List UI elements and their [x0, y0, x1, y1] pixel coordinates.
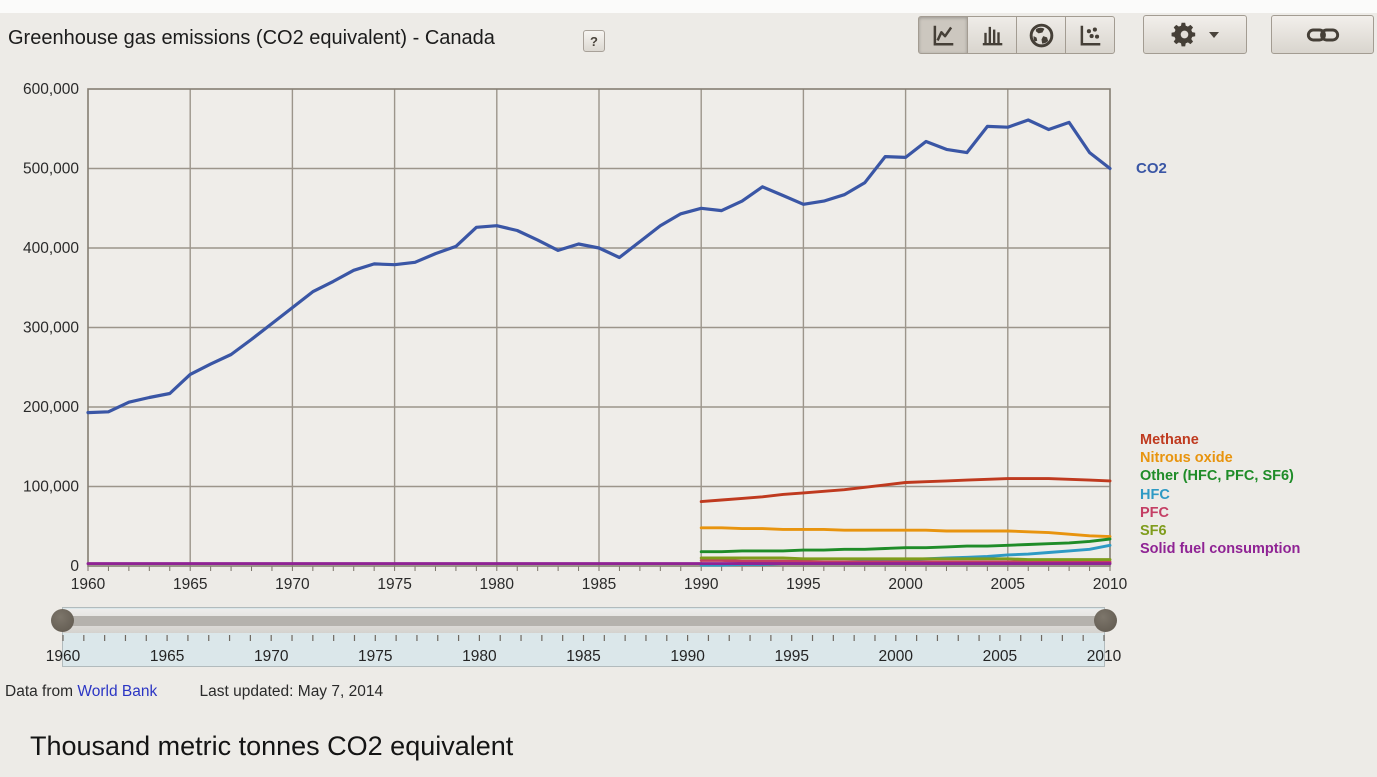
- data-source-prefix: Data from: [5, 683, 74, 700]
- slider-handle-left[interactable]: [51, 609, 74, 632]
- slider-handle-right[interactable]: [1094, 609, 1117, 632]
- x-tick-label: 1985: [582, 576, 616, 593]
- slider-track-bar: [63, 616, 1104, 626]
- slider-tick-scale: 1960 1965 1970 1975 1980 1985 1990 1995 2000 2005…: [46, 635, 1122, 665]
- series-line-nitrous-oxide[interactable]: [699, 526, 1112, 539]
- chevron-down-icon: [1209, 31, 1219, 38]
- gear-icon: [1171, 22, 1196, 47]
- slider-year-label: 2000: [879, 648, 914, 665]
- legend-item-nitrous-oxide[interactable]: Nitrous oxide: [1140, 450, 1233, 467]
- scatter-icon: [1080, 25, 1101, 46]
- slider-year-label: 1965: [150, 648, 184, 665]
- x-tick-label: 1965: [173, 576, 207, 593]
- y-tick-label: 100,000: [23, 479, 79, 496]
- x-tick-label: 2005: [991, 576, 1025, 593]
- x-tick-label: 2010: [1093, 576, 1128, 593]
- x-tick-label: 1990: [684, 576, 719, 593]
- slider-year-label: 1970: [254, 648, 289, 665]
- slider-track[interactable]: [63, 609, 1104, 633]
- series-line-methane[interactable]: [699, 477, 1112, 504]
- series-line-other-hfc-pfc-sf6[interactable]: [699, 537, 1112, 554]
- x-tick-label: 2000: [888, 576, 923, 593]
- scatter-chart-button[interactable]: [1065, 16, 1115, 54]
- series-label-co2[interactable]: CO2: [1136, 160, 1167, 177]
- page-title: Greenhouse gas emissions (CO2 equivalent…: [8, 27, 495, 49]
- link-icon: [1306, 28, 1339, 41]
- slider-year-label: 2005: [983, 648, 1017, 665]
- y-tick-label: 200,000: [23, 399, 79, 416]
- last-updated-text: Last updated: May 7, 2014: [199, 683, 384, 700]
- series-line-sf6[interactable]: [699, 556, 1112, 562]
- slider-year-label: 2010: [1087, 648, 1122, 665]
- series-line-pfc[interactable]: [699, 558, 1112, 564]
- plot-border: [87, 88, 1111, 567]
- slider-year-label: 1975: [358, 648, 392, 665]
- slider-year-label: 1990: [670, 648, 705, 665]
- time-slider[interactable]: 1960 1965 1970 1975 1980 1985 1990 1995 2000 2005…: [46, 607, 1122, 667]
- slider-year-label: 1985: [566, 648, 600, 665]
- series-line-co2[interactable]: [86, 118, 1112, 415]
- slider-year-label: 1960: [46, 648, 81, 665]
- legend-item-solid-fuel-consumption[interactable]: Solid fuel consumption: [1140, 541, 1301, 558]
- bar-chart-icon: [982, 26, 1003, 46]
- world-bank-link[interactable]: World Bank: [77, 683, 158, 700]
- y-tick-label: 600,000: [23, 81, 79, 98]
- y-tick-label: 0: [70, 558, 79, 575]
- y-tick-label: 500,000: [23, 161, 79, 178]
- legend-item-pfc[interactable]: PFC: [1140, 504, 1169, 521]
- x-tick-label: 1970: [275, 576, 310, 593]
- legend-item-hfc[interactable]: HFC: [1140, 486, 1170, 503]
- footer: Data from World Bank Last updated: May 7…: [5, 683, 383, 701]
- x-tick-label: 1980: [480, 576, 515, 593]
- x-tick-label: 1975: [377, 576, 411, 593]
- legend-item-methane[interactable]: Methane: [1140, 432, 1199, 448]
- line-chart-icon: [933, 25, 954, 46]
- x-tick-label: 1995: [786, 576, 820, 593]
- globe-icon: [1029, 23, 1053, 47]
- y-tick-label: 300,000: [23, 320, 79, 337]
- share-link-button[interactable]: [1271, 15, 1374, 54]
- slider-year-label: 1995: [774, 648, 808, 665]
- x-tick-label: 1960: [71, 576, 106, 593]
- chart-canvas[interactable]: 0 100,000 200,000 300,000 400,000 500,000 600,…: [0, 0, 1377, 605]
- unit-caption: Thousand metric tonnes CO2 equivalent: [30, 731, 514, 761]
- top-strip: [0, 0, 1377, 13]
- help-button[interactable]: ?: [583, 30, 605, 52]
- slider-year-label: 1980: [462, 648, 497, 665]
- map-chart-button[interactable]: [1016, 16, 1066, 54]
- legend-item-other-hfc-pfc-sf6[interactable]: Other (HFC, PFC, SF6): [1140, 468, 1294, 485]
- legend-item-sf6[interactable]: SF6: [1140, 523, 1167, 539]
- settings-button[interactable]: [1143, 15, 1247, 54]
- y-tick-label: 400,000: [23, 240, 79, 257]
